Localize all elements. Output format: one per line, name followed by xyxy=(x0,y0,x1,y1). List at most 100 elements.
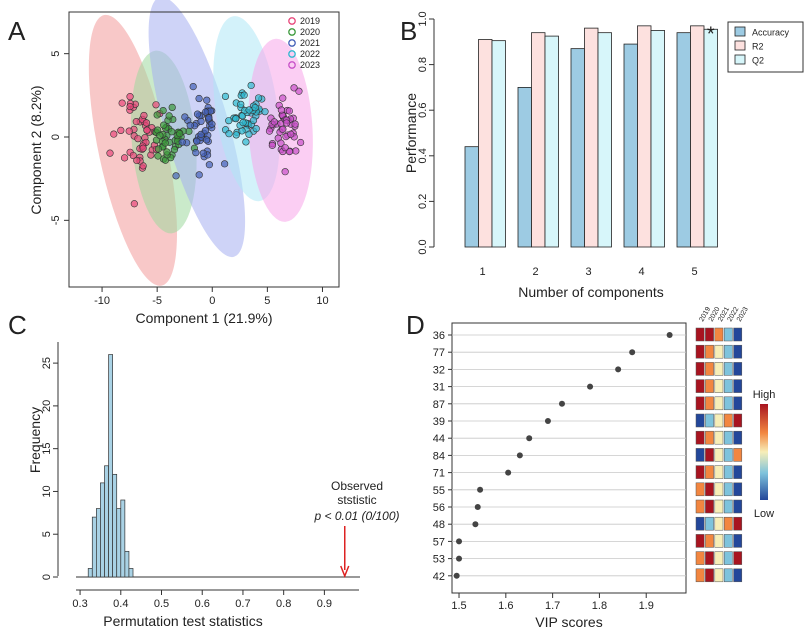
d-vip-point xyxy=(587,383,594,390)
d-heat-cell xyxy=(714,396,724,411)
b-xtick-label: 1 xyxy=(479,266,485,278)
d-variable-labels: 36 77 32 31 87 39 44 84 71 55 56 48 57 53 42 xyxy=(433,330,452,583)
c-pvalue-label: p < 0.01 (0/100) xyxy=(313,509,399,523)
d-variable-label: 56 xyxy=(433,502,445,514)
d-heat-cell xyxy=(733,379,743,393)
b-ytick-label: 0.8 xyxy=(417,57,429,72)
d-vip-point xyxy=(474,504,481,510)
c-xtick-label: 0.9 xyxy=(317,598,332,610)
a-legend-label: 2022 xyxy=(300,49,320,59)
a-point-2022 xyxy=(225,117,233,125)
a-point-2020 xyxy=(159,106,167,115)
a-point-2023 xyxy=(279,125,287,133)
b-ytick-label: 0.4 xyxy=(417,148,429,163)
d-heat-cell xyxy=(714,516,724,531)
c-y-axis-title: Frequency xyxy=(27,407,43,473)
d-heat-cell xyxy=(714,568,724,583)
a-point-2022 xyxy=(251,104,259,112)
a-point-2021 xyxy=(195,94,203,103)
d-xtick-label: 1.6 xyxy=(498,600,513,612)
a-point-2019 xyxy=(118,99,126,107)
b-best-star: * xyxy=(707,23,715,45)
d-variable-label: 36 xyxy=(433,330,445,342)
a-legend-marker xyxy=(288,39,296,47)
a-x-axis-title: Component 1 (21.9%) xyxy=(136,310,273,326)
a-point-2023 xyxy=(290,84,298,92)
a-legend-marker xyxy=(288,61,296,69)
a-point-2019 xyxy=(125,127,133,135)
a-point-2022 xyxy=(221,92,230,100)
d-colorbar-high: High xyxy=(753,389,776,401)
c-xtick-label: 0.6 xyxy=(195,598,210,610)
c-x-ticks: 0.3 0.4 0.5 0.6 0.7 0.8 0.9 xyxy=(72,590,332,610)
d-heat-cell xyxy=(714,499,724,514)
d-x-ticks: 1.5 1.6 1.7 1.8 1.9 xyxy=(451,593,654,612)
d-xtick-label: 1.9 xyxy=(639,600,654,612)
d-colorbar xyxy=(760,404,768,500)
c-hist-bar xyxy=(100,482,105,578)
b-xtick-label: 2 xyxy=(532,266,538,278)
a-point-2023 xyxy=(283,119,291,127)
a-point-2021 xyxy=(199,149,207,157)
d-variable-label: 32 xyxy=(433,364,445,376)
a-point-2022 xyxy=(225,130,233,138)
d-vip-point xyxy=(615,366,622,373)
d-heat-cell xyxy=(723,379,733,393)
d-heat-cell xyxy=(723,499,733,514)
d-heat-cell xyxy=(733,551,743,565)
d-plot-frame xyxy=(451,322,687,594)
d-heat-cell xyxy=(714,482,724,497)
c-hist-bar xyxy=(128,568,134,578)
d-vip-point xyxy=(456,538,463,545)
a-point-2022 xyxy=(232,131,240,139)
d-variable-label: 55 xyxy=(433,485,445,497)
b-bar-Accuracy-5 xyxy=(676,32,691,248)
panel-d-letter: D xyxy=(406,310,425,340)
d-heat-cell xyxy=(723,534,733,548)
a-point-2023 xyxy=(277,106,285,114)
a-point-2020 xyxy=(154,145,162,153)
a-point-2021 xyxy=(192,149,200,157)
c-hist-bar xyxy=(104,465,109,578)
b-bar-Accuracy-1 xyxy=(464,146,479,248)
d-heat-cell xyxy=(695,396,705,411)
b-legend-swatch xyxy=(734,26,746,37)
d-vip-point xyxy=(477,486,484,493)
d-heat-cell xyxy=(705,551,714,565)
b-xtick-label: 5 xyxy=(691,266,697,278)
panel-c-letter: C xyxy=(8,310,27,340)
a-ytick-label: 0 xyxy=(50,134,62,140)
d-variable-label: 42 xyxy=(433,571,445,583)
a-point-2023 xyxy=(281,144,289,152)
d-heat-cell xyxy=(733,534,743,548)
a-point-2022 xyxy=(245,130,253,138)
d-vip-point xyxy=(456,555,463,562)
d-heat-cell xyxy=(723,516,733,531)
a-point-2021 xyxy=(181,113,189,121)
a-point-2021 xyxy=(202,108,210,116)
a-point-2020 xyxy=(165,112,173,120)
a-legend-label: 2020 xyxy=(300,27,320,37)
d-heat-cell xyxy=(723,413,733,428)
c-statistic-label: ststistic xyxy=(337,493,376,507)
d-heat-cell xyxy=(733,396,743,411)
c-xtick-label: 0.4 xyxy=(113,598,128,610)
d-variable-label: 84 xyxy=(433,450,445,462)
a-point-2019 xyxy=(152,101,160,109)
d-heat-cell xyxy=(695,362,705,376)
a-xtick-label: 0 xyxy=(209,295,215,307)
d-heat-cell xyxy=(733,448,743,462)
b-bar-R2-2 xyxy=(531,32,546,248)
d-heat-cell xyxy=(733,413,743,428)
c-xtick-label: 0.7 xyxy=(235,598,250,610)
d-heat-cell xyxy=(723,327,733,342)
d-row-gridlines xyxy=(452,334,686,577)
d-heat-cell xyxy=(714,551,724,565)
d-vip-point xyxy=(472,521,479,528)
c-ytick-label: 0 xyxy=(41,574,53,580)
b-xtick-label: 3 xyxy=(585,266,591,278)
d-heat-cell xyxy=(695,499,705,514)
d-heat-cell xyxy=(733,344,743,359)
d-xtick-label: 1.8 xyxy=(592,600,607,612)
